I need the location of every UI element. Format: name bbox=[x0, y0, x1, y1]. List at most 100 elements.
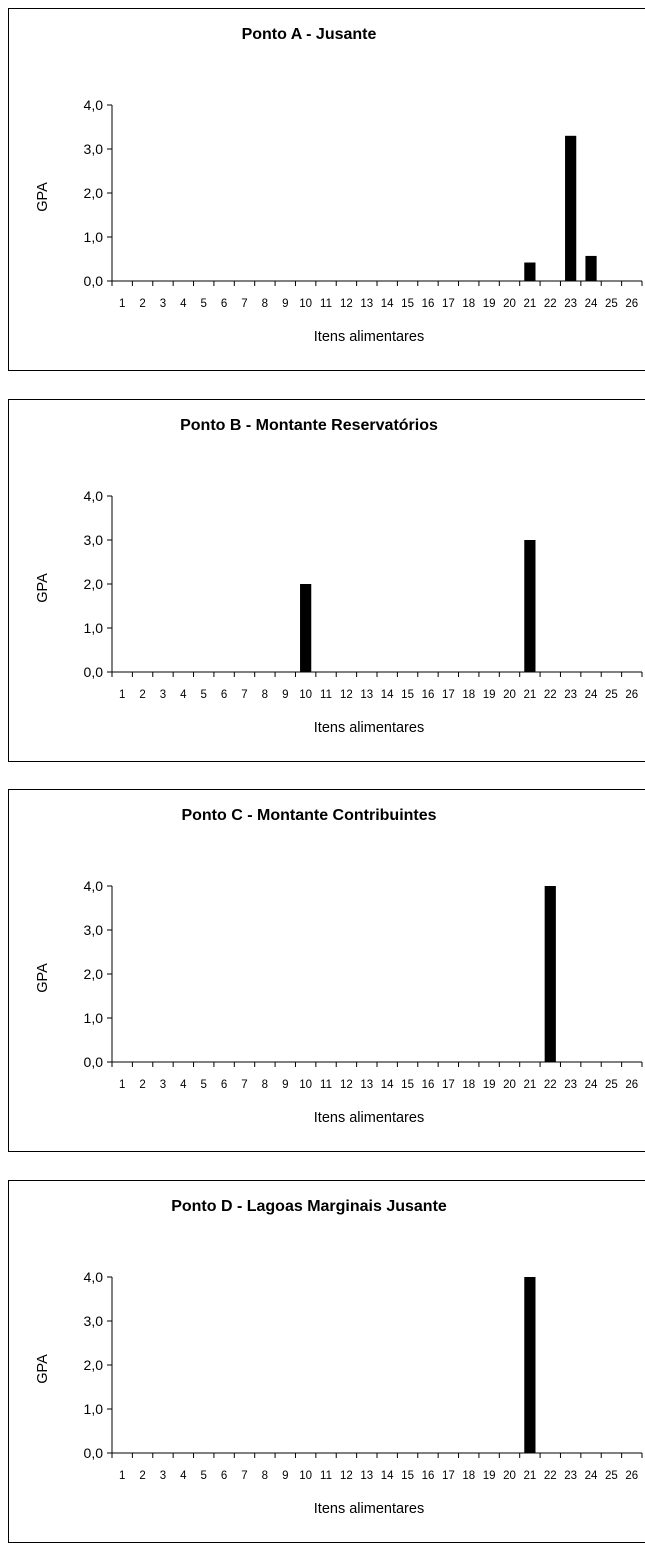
y-axis-label: GPA bbox=[35, 573, 51, 603]
x-tick-label: 18 bbox=[462, 298, 475, 310]
x-tick-label: 11 bbox=[320, 298, 332, 310]
x-tick-label: 8 bbox=[262, 1470, 268, 1482]
x-tick-label: 26 bbox=[625, 298, 638, 310]
x-tick-label: 11 bbox=[320, 1079, 332, 1091]
x-tick-label: 9 bbox=[282, 1079, 288, 1091]
x-tick-label: 17 bbox=[442, 298, 455, 310]
x-tick-label: 19 bbox=[483, 1079, 496, 1091]
y-tick-label: 2,0 bbox=[84, 966, 104, 982]
x-tick-label: 24 bbox=[585, 1079, 598, 1091]
x-tick-label: 15 bbox=[401, 1079, 414, 1091]
x-tick-label: 21 bbox=[523, 298, 536, 310]
x-tick-label: 16 bbox=[422, 298, 435, 310]
chart-panel-1: Ponto A - Jusante 0,0 1,0 2,0 3,0 4,0 GPA 1 2 3 4 5… bbox=[8, 8, 645, 371]
y-tick-label: 0,0 bbox=[84, 1054, 104, 1070]
x-tick-label: 19 bbox=[483, 298, 496, 310]
x-tick-label: 10 bbox=[299, 298, 312, 310]
x-tick-label: 4 bbox=[180, 689, 187, 701]
x-tick-label: 23 bbox=[564, 1079, 577, 1091]
x-tick-label: 16 bbox=[422, 1470, 435, 1482]
y-tick-label: 3,0 bbox=[84, 1313, 104, 1329]
x-axis-label: Itens alimentares bbox=[314, 720, 424, 736]
x-tick-label: 6 bbox=[221, 689, 227, 701]
bar-item-21 bbox=[524, 262, 536, 281]
x-tick-label: 23 bbox=[564, 1470, 577, 1482]
x-tick-label: 13 bbox=[360, 1079, 373, 1091]
x-tick-label: 5 bbox=[201, 1470, 207, 1482]
x-tick-label: 1 bbox=[119, 298, 125, 310]
x-tick-label: 6 bbox=[221, 298, 227, 310]
x-tick-label: 12 bbox=[340, 1470, 353, 1482]
x-tick-label: 22 bbox=[544, 689, 557, 701]
x-tick-label: 21 bbox=[523, 1470, 536, 1482]
bar-item-23 bbox=[565, 135, 577, 281]
x-tick-label: 18 bbox=[462, 689, 475, 701]
x-tick-label: 2 bbox=[139, 1079, 145, 1091]
x-tick-label: 25 bbox=[605, 1470, 618, 1482]
x-tick-label: 10 bbox=[299, 1470, 312, 1482]
x-tick-label: 5 bbox=[201, 298, 207, 310]
x-tick-label: 25 bbox=[605, 689, 618, 701]
x-tick-label: 23 bbox=[564, 298, 577, 310]
y-tick-label: 4,0 bbox=[84, 97, 104, 113]
x-tick-label: 11 bbox=[320, 1470, 332, 1482]
x-tick-label: 15 bbox=[401, 1470, 414, 1482]
x-tick-label: 10 bbox=[299, 1079, 312, 1091]
x-tick-label: 6 bbox=[221, 1079, 227, 1091]
y-axis-label: GPA bbox=[35, 1354, 51, 1384]
x-tick-label: 12 bbox=[340, 1079, 353, 1091]
x-tick-label: 26 bbox=[625, 689, 638, 701]
x-tick-label: 22 bbox=[544, 1079, 557, 1091]
x-tick-label: 3 bbox=[160, 1079, 166, 1091]
y-tick-label: 1,0 bbox=[84, 620, 104, 636]
chart-title: Ponto A - Jusante bbox=[242, 26, 377, 43]
chart-svg: Ponto D - Lagoas Marginais Jusante 0,0 1,0… bbox=[35, 1198, 643, 1517]
y-tick-label: 3,0 bbox=[84, 922, 104, 938]
bar-item-24 bbox=[585, 255, 597, 281]
chart-title: Ponto D - Lagoas Marginais Jusante bbox=[171, 1198, 447, 1215]
x-tick-label: 25 bbox=[605, 298, 618, 310]
x-tick-label: 20 bbox=[503, 1079, 516, 1091]
x-tick-label: 22 bbox=[544, 298, 557, 310]
y-tick-label: 4,0 bbox=[84, 488, 104, 504]
x-tick-label: 18 bbox=[462, 1079, 475, 1091]
x-tick-label: 3 bbox=[160, 1470, 166, 1482]
y-tick-label: 2,0 bbox=[84, 576, 104, 592]
y-tick-label: 3,0 bbox=[84, 532, 104, 548]
x-tick-label: 6 bbox=[221, 1470, 227, 1482]
x-tick-label: 3 bbox=[160, 298, 166, 310]
x-tick-label: 14 bbox=[381, 1470, 394, 1482]
x-tick-label: 25 bbox=[605, 1079, 618, 1091]
x-tick-label: 20 bbox=[503, 689, 516, 701]
x-tick-label: 7 bbox=[241, 298, 247, 310]
x-tick-label: 4 bbox=[180, 298, 187, 310]
x-tick-label: 8 bbox=[262, 298, 268, 310]
x-tick-label: 13 bbox=[360, 1470, 373, 1482]
x-tick-label: 14 bbox=[381, 298, 394, 310]
bar-item-22 bbox=[544, 886, 556, 1062]
x-tick-label: 17 bbox=[442, 1079, 455, 1091]
y-tick-label: 4,0 bbox=[84, 1269, 104, 1285]
x-tick-label: 7 bbox=[241, 1079, 247, 1091]
x-tick-label: 15 bbox=[401, 298, 414, 310]
x-tick-label: 9 bbox=[282, 689, 288, 701]
x-tick-label: 4 bbox=[180, 1079, 187, 1091]
y-tick-label: 0,0 bbox=[84, 1445, 104, 1461]
x-tick-label: 23 bbox=[564, 689, 577, 701]
x-tick-label: 12 bbox=[340, 689, 353, 701]
x-tick-label: 13 bbox=[360, 689, 373, 701]
x-tick-label: 2 bbox=[139, 298, 145, 310]
x-tick-label: 21 bbox=[523, 689, 536, 701]
x-axis-label: Itens alimentares bbox=[314, 1501, 424, 1517]
x-tick-label: 12 bbox=[340, 298, 353, 310]
x-tick-label: 5 bbox=[201, 689, 207, 701]
x-tick-label: 26 bbox=[625, 1079, 638, 1091]
chart-panel-3: Ponto C - Montante Contribuintes 0,0 1,0 2,… bbox=[8, 789, 645, 1152]
y-tick-label: 2,0 bbox=[84, 185, 104, 201]
chart-panel-2: Ponto B - Montante Reservatórios 0,0 1,0 2,… bbox=[8, 399, 645, 762]
y-axis-label: GPA bbox=[35, 182, 51, 212]
chart-svg: Ponto C - Montante Contribuintes 0,0 1,0 2,… bbox=[35, 807, 643, 1126]
x-tick-label: 13 bbox=[360, 298, 373, 310]
x-tick-label: 19 bbox=[483, 1470, 496, 1482]
